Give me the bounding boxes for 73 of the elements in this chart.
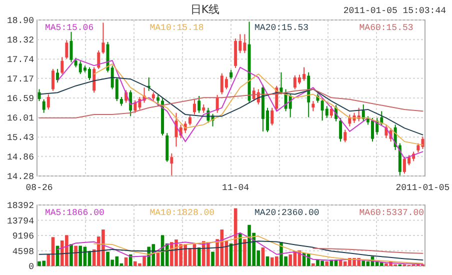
x-tick-label: 11-04: [222, 183, 250, 193]
y-tick-label: 16.01: [6, 114, 34, 124]
candlestick: [97, 50, 100, 70]
candlestick: [280, 72, 283, 95]
line-series: [94, 236, 424, 264]
y-tick-label: 18.32: [6, 36, 34, 46]
bar: [211, 252, 214, 266]
bar: [266, 256, 270, 266]
text: MA5:1866.00: [45, 208, 104, 218]
y-tick-label: 17.17: [6, 74, 34, 84]
x-tick-label: 2011-01-05: [396, 183, 450, 193]
candlestick: [270, 107, 274, 126]
candlestick: [56, 68, 60, 83]
y-tick-label: 14.28: [6, 172, 34, 182]
candlestick: [193, 98, 196, 116]
candlestick: [51, 68, 54, 92]
text: MA10:1828.00: [150, 208, 215, 218]
candlestick: [134, 100, 137, 114]
text: MA5:15.06: [45, 23, 94, 33]
bar: [312, 263, 315, 266]
text: 2011-01-05 15:03:44: [343, 6, 446, 16]
y-tick-label: 16.59: [6, 94, 34, 104]
chart-title: 日K线: [190, 3, 220, 16]
text: MA20:2360.00: [254, 208, 320, 218]
line-series: [94, 63, 424, 146]
y-tick-label: 17.74: [6, 55, 34, 66]
bar: [74, 246, 78, 266]
text: MA60:5337.00: [359, 208, 424, 218]
bar: [261, 247, 265, 266]
candlestick: [65, 40, 68, 60]
bar: [362, 260, 366, 266]
bar: [156, 252, 160, 266]
candlestick: [129, 90, 132, 117]
y-tick-label: 9196: [12, 232, 34, 242]
bar: [70, 244, 73, 266]
bar: [325, 261, 329, 266]
candlestick: [312, 100, 315, 112]
candlestick: [60, 56, 64, 75]
line-series: [38, 88, 424, 118]
candlestick: [230, 69, 232, 80]
y-tick-label: 4598: [12, 246, 34, 257]
text: MA60:15.53: [359, 23, 414, 33]
candlestick: [416, 142, 420, 153]
candlestick: [92, 66, 96, 94]
x-tick-label: 08-26: [26, 183, 53, 193]
candlestick: [198, 95, 201, 114]
bar: [124, 257, 128, 266]
line-series: [38, 240, 424, 261]
y-tick-label: 15.43: [6, 133, 34, 144]
bar: [238, 233, 242, 266]
candlestick: [156, 94, 160, 107]
y-tick-label: 18392: [6, 201, 34, 211]
text: MA20:15.53: [254, 23, 309, 33]
candlestick: [102, 22, 105, 54]
y-tick-label: 0: [28, 262, 34, 272]
candlestick: [344, 129, 347, 143]
candlestick: [330, 106, 333, 118]
y-tick-label: 13794: [6, 216, 34, 226]
candlestick: [174, 112, 178, 148]
bar: [380, 262, 384, 266]
y-tick-label: 18.90: [6, 16, 34, 26]
candlestick: [170, 152, 174, 176]
text: MA10:15.18: [150, 23, 204, 33]
candlestick: [362, 104, 365, 122]
bar: [243, 239, 246, 266]
bar: [78, 246, 82, 266]
candlestick: [42, 98, 46, 114]
candlestick: [224, 76, 228, 90]
candlestick: [188, 114, 192, 126]
candlestick: [46, 94, 50, 110]
y-tick-label: 14.86: [6, 152, 34, 162]
candlestick: [339, 117, 342, 142]
line-series: [57, 232, 424, 265]
